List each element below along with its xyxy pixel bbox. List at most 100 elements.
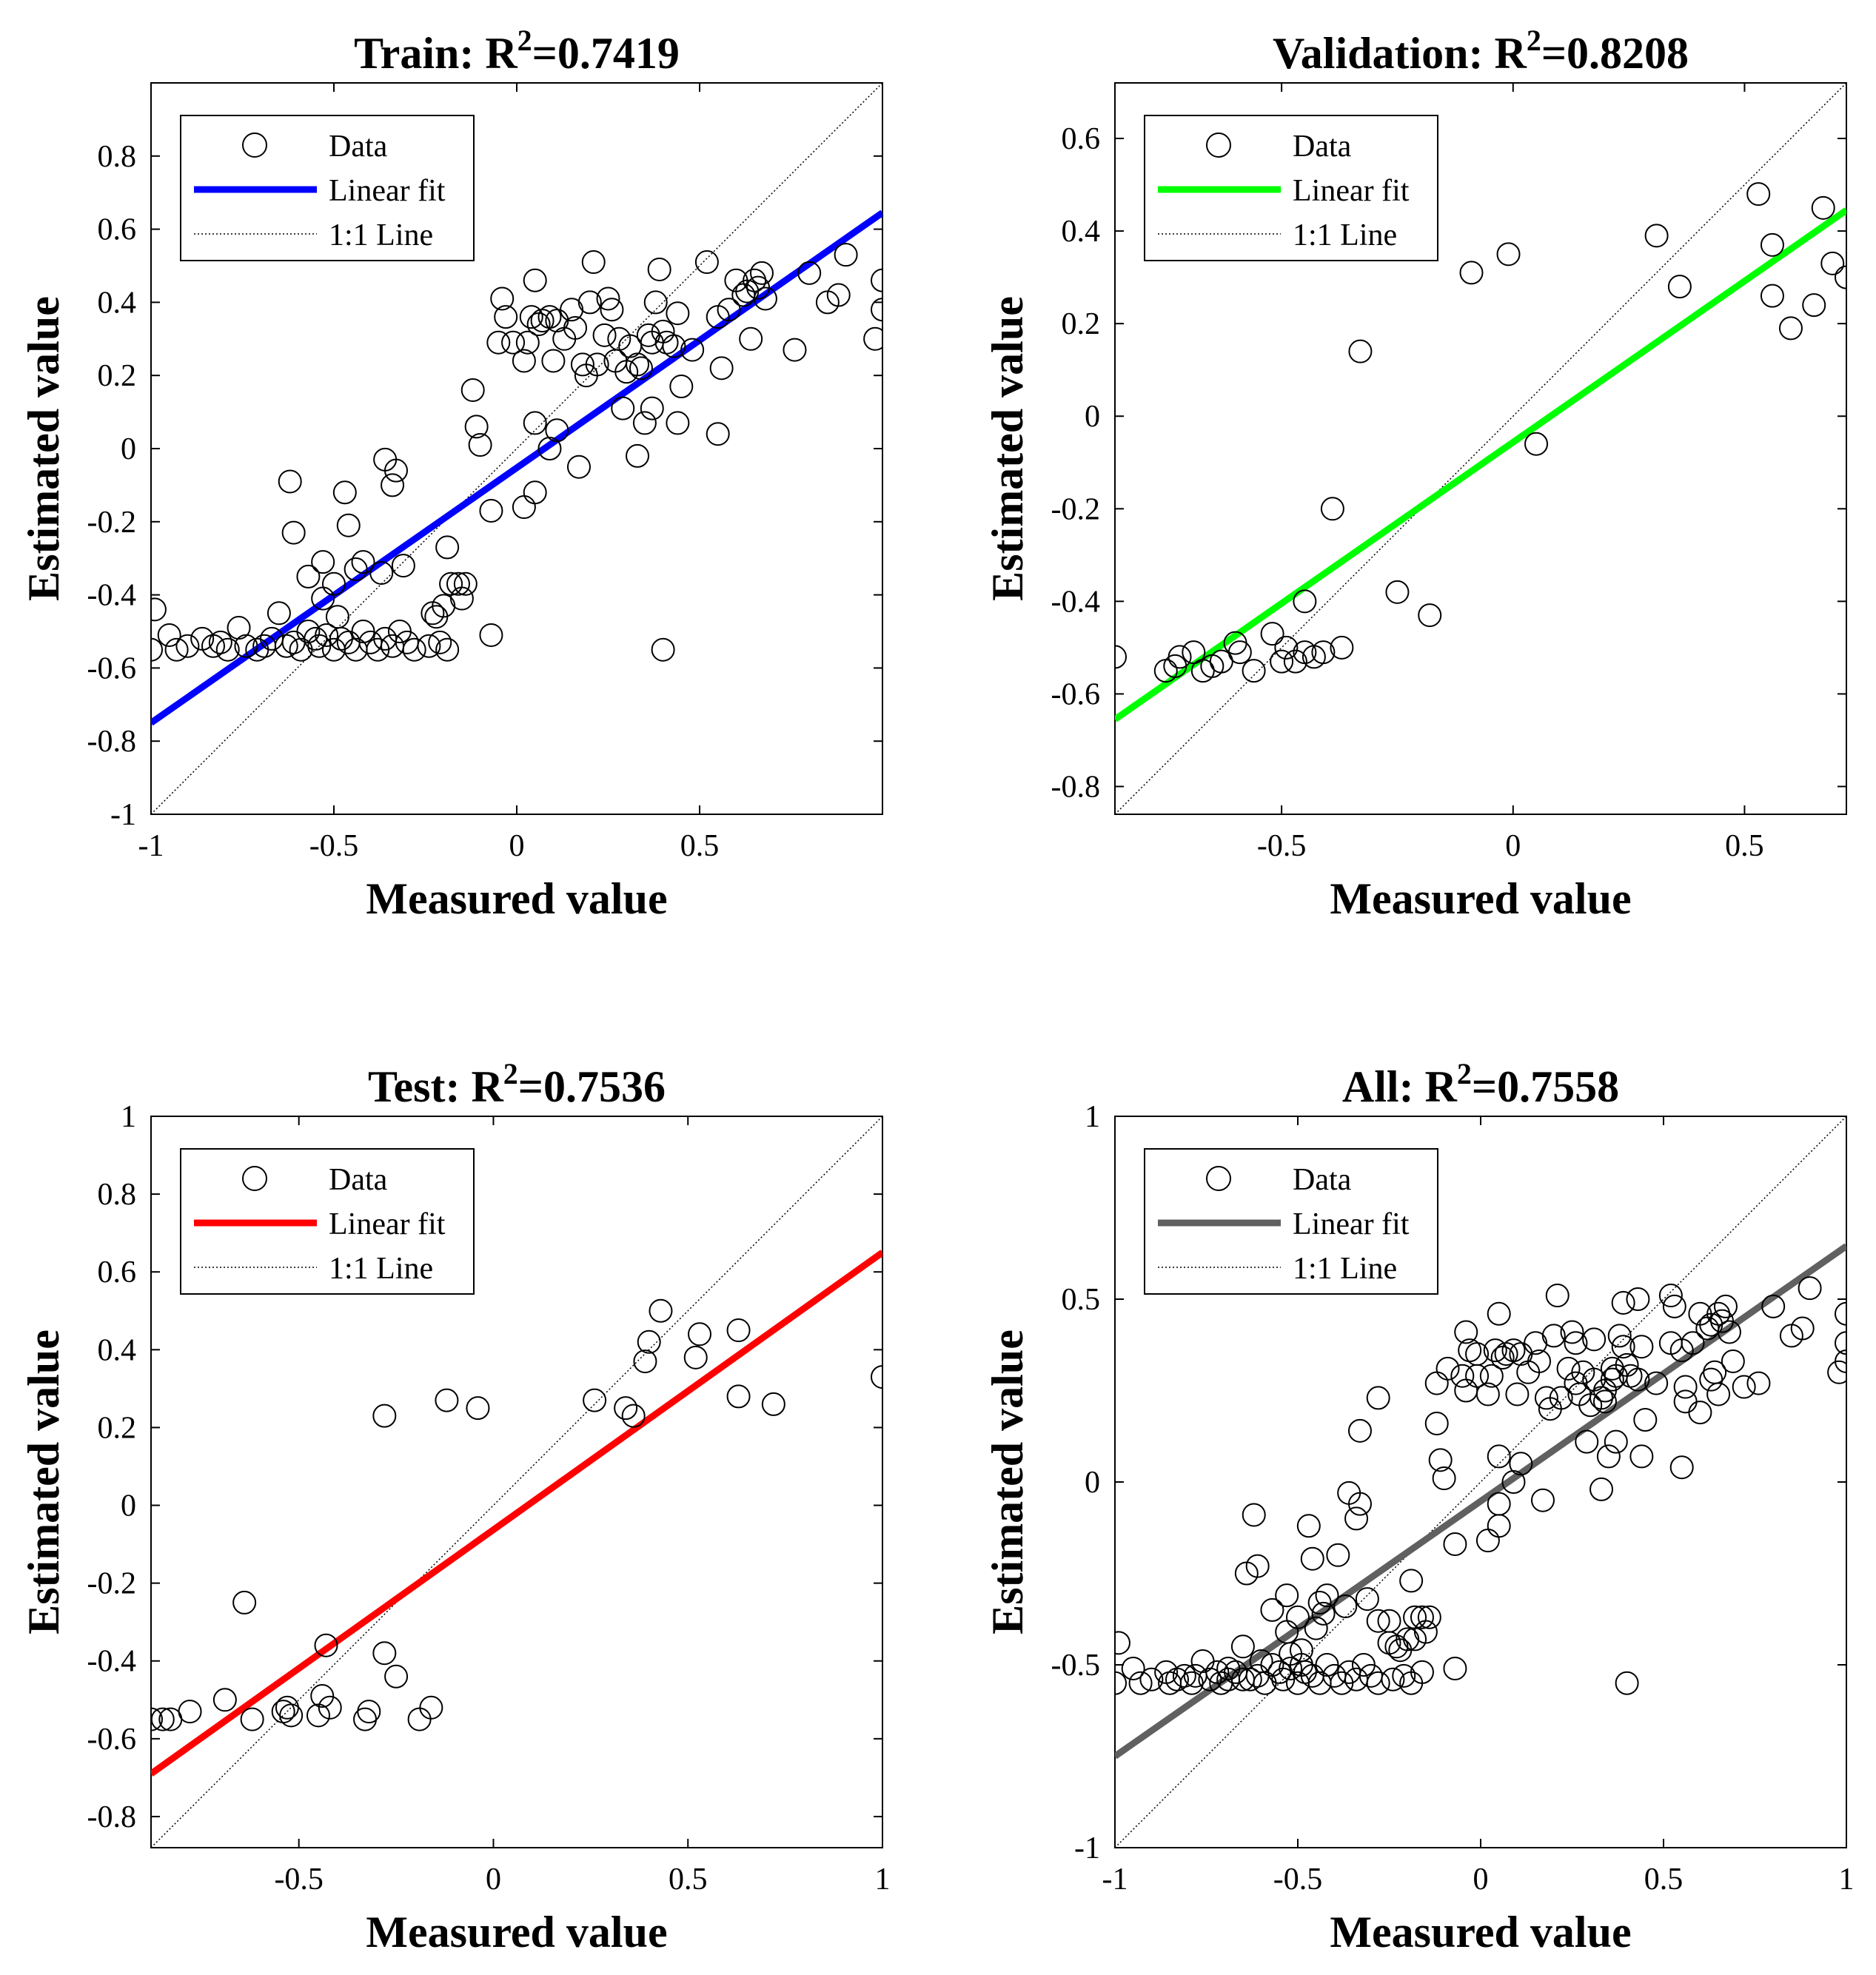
y-axis-label: Estimated value: [983, 296, 1032, 601]
data-point: [336, 630, 361, 654]
data-point: [694, 250, 719, 275]
data-point: [494, 305, 518, 329]
data-point: [1487, 1444, 1511, 1469]
data-point: [1115, 1671, 1127, 1695]
data-point: [1227, 640, 1252, 665]
data-point: [1695, 1316, 1720, 1341]
data-point: [739, 326, 763, 351]
data-point: [651, 637, 675, 662]
legend-label-fit: Linear fit: [329, 174, 446, 208]
data-point: [419, 1695, 443, 1720]
data-point: [1443, 1532, 1467, 1556]
y-tick-label: 0.6: [1062, 122, 1101, 156]
data-point: [570, 352, 594, 377]
y-tick-label: -0.2: [1051, 492, 1101, 526]
legend-marker-data: [1206, 133, 1231, 158]
data-point: [421, 601, 445, 626]
data-point: [717, 298, 741, 322]
data-point: [1596, 1444, 1621, 1469]
data-point: [1760, 232, 1784, 257]
data-point: [583, 1388, 607, 1412]
data-point: [490, 286, 515, 311]
data-point: [1366, 1671, 1390, 1695]
y-tick-label: -0.2: [87, 1567, 137, 1601]
data-point: [1746, 182, 1771, 207]
data-point: [1487, 1492, 1511, 1516]
data-point: [381, 634, 405, 658]
legend-label-identity: 1:1 Line: [1293, 218, 1397, 252]
data-point: [479, 623, 503, 647]
data-point: [871, 298, 882, 322]
data-point: [1381, 1667, 1405, 1691]
y-tick-label: -0.8: [87, 725, 137, 759]
y-tick-label: -1: [1074, 1831, 1100, 1865]
chart-title: Train: R2=0.7419: [354, 24, 680, 78]
data-point: [1347, 1418, 1372, 1443]
data-point: [407, 1707, 432, 1731]
data-point: [541, 349, 566, 373]
chart-title-prefix: All: R: [1342, 1062, 1458, 1111]
data-point: [1283, 649, 1307, 674]
data-point: [151, 1707, 175, 1731]
data-point: [1721, 1349, 1745, 1373]
data-point: [1454, 1320, 1478, 1344]
data-point: [592, 323, 617, 347]
x-tick-label: -0.5: [274, 1862, 324, 1897]
data-point: [1424, 1411, 1449, 1435]
y-tick-label: -0.6: [87, 1723, 137, 1757]
chart-title-sup: 2: [1527, 24, 1541, 57]
data-point: [1811, 195, 1835, 220]
data-point: [621, 1404, 646, 1428]
data-point: [1274, 635, 1299, 660]
data-point: [1182, 640, 1206, 665]
chart-title-suffix: =0.7536: [518, 1062, 666, 1111]
data-point: [372, 1641, 397, 1666]
chart-title: All: R2=0.7558: [1342, 1057, 1619, 1111]
data-point: [1158, 1671, 1182, 1695]
data-point: [581, 250, 606, 275]
linear-fit-line: [1115, 1243, 1846, 1760]
data-point: [1200, 654, 1225, 678]
data-point: [871, 268, 882, 292]
x-tick-label: -1: [1102, 1862, 1128, 1897]
data-point: [1541, 1324, 1566, 1348]
y-tick-label: 0.8: [98, 1178, 137, 1212]
data-point: [666, 411, 690, 435]
data-point: [1234, 1561, 1259, 1586]
data-point: [563, 315, 588, 340]
data-point: [428, 630, 452, 654]
data-point: [1443, 1656, 1467, 1680]
data-point: [466, 1396, 490, 1421]
y-tick-label: -1: [110, 798, 136, 832]
data-point: [1230, 1634, 1255, 1659]
x-tick-label: 0.5: [1725, 829, 1764, 863]
data-point: [1293, 589, 1317, 614]
data-point: [666, 301, 690, 326]
legend-label-identity: 1:1 Line: [1293, 1252, 1397, 1286]
data-point: [164, 637, 189, 662]
chart-title: Validation: R2=0.8208: [1273, 24, 1689, 78]
chart-panel-3: Test: R2=0.7536 -0.5 0 0.5 1 -0.8 -0.6 -0.4 -0.2…: [19, 1057, 891, 1956]
legend: Data Linear fit 1:1 Line: [1144, 1148, 1438, 1295]
data-point: [706, 422, 730, 446]
data-point: [515, 330, 540, 355]
axes-box: [1114, 82, 1847, 815]
data-point: [1658, 1284, 1683, 1308]
data-point: [1706, 1382, 1731, 1406]
data-point: [446, 571, 470, 596]
data-point: [1633, 1408, 1658, 1432]
data-point: [1392, 1663, 1416, 1688]
data-point: [1564, 1331, 1588, 1355]
y-tick-label: -0.4: [1051, 585, 1101, 619]
data-point: [726, 1384, 751, 1409]
data-point: [585, 352, 609, 377]
data-point: [351, 550, 375, 574]
data-point: [761, 1392, 785, 1416]
x-tick-label: 0: [486, 1862, 501, 1897]
x-tick-label: 0.5: [680, 829, 720, 863]
y-tick-label: 0.4: [98, 1333, 137, 1367]
legend-label-fit: Linear fit: [329, 1207, 446, 1241]
data-point: [1289, 1638, 1313, 1663]
data-point: [1760, 284, 1784, 308]
